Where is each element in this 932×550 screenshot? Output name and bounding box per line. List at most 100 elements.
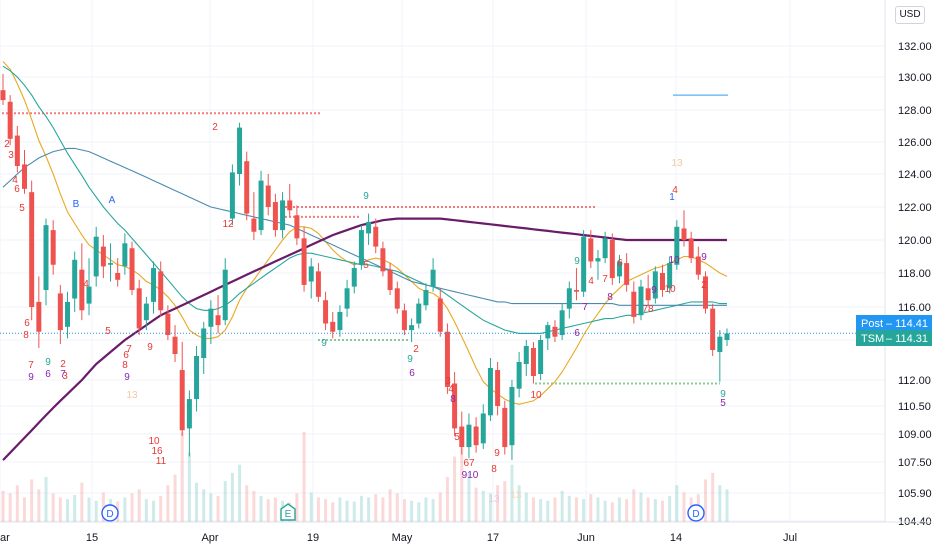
candle-body [394, 288, 400, 309]
candle-body [57, 293, 63, 331]
candle-body [72, 259, 78, 299]
candle [566, 281, 572, 319]
sequence-label: 3 [8, 150, 14, 161]
candle [366, 213, 372, 245]
volume-bar [531, 497, 535, 522]
sequence-label: 5 [19, 203, 25, 214]
date-tick-label: ar [0, 532, 10, 544]
volume-bar [725, 489, 729, 522]
date-tick-label: Jun [577, 532, 595, 544]
candle [100, 235, 106, 279]
candle-body [638, 286, 644, 316]
candle [409, 318, 415, 342]
sequence-label: 9 [494, 448, 500, 459]
volume-bar [1, 490, 5, 522]
candle-body [702, 276, 708, 309]
candle [516, 352, 522, 398]
volume-bar [703, 479, 707, 522]
candle-body [659, 273, 665, 290]
candle [7, 95, 13, 146]
sequence-label: 9 [28, 372, 34, 383]
candle-body [194, 356, 200, 400]
candle [659, 264, 665, 297]
volume-bar [488, 493, 492, 522]
price-tick-label: 112.00 [898, 375, 931, 387]
volume-bar [345, 500, 349, 522]
volume-bar [80, 482, 84, 522]
candle-body [516, 362, 522, 389]
sequence-label: 5 [105, 326, 111, 337]
sequence-label: 13 [126, 390, 138, 401]
candle [695, 246, 701, 280]
price-tick-label: 116.00 [898, 302, 931, 314]
candle-body [0, 90, 6, 101]
grid-lines [0, 0, 885, 522]
candle [179, 342, 185, 436]
sequence-label: 9 [651, 285, 657, 296]
volume-bar [23, 497, 27, 522]
volume-bar [711, 472, 715, 522]
volume-bar [130, 493, 134, 522]
candle-body [229, 172, 235, 219]
date-tick-label: Jul [783, 532, 797, 544]
candle-body [50, 230, 56, 265]
sequence-label: 9 [321, 338, 327, 349]
volume-bar [252, 490, 256, 522]
candle-body [688, 238, 694, 259]
volume-bar [44, 477, 48, 522]
volume-bar [173, 474, 177, 522]
volume-bar [58, 497, 62, 522]
sequence-label: 6 [24, 318, 30, 329]
candle [287, 183, 293, 217]
volume-bar [596, 497, 600, 522]
volume-bar [51, 493, 55, 522]
sequence-label: 10 [148, 436, 160, 447]
event-marker[interactable]: E [280, 503, 296, 521]
volume-bar [137, 489, 141, 522]
candle-body [65, 301, 71, 327]
sequence-label: 6 [14, 184, 20, 195]
volume-bar [524, 492, 528, 522]
candle-body [158, 271, 164, 311]
currency-label[interactable]: USD [895, 6, 925, 24]
earnings-marker-shape [280, 503, 296, 521]
candle [57, 284, 63, 344]
candle [487, 358, 493, 421]
dividend-marker-shape [101, 504, 119, 522]
event-marker[interactable]: D [101, 504, 119, 522]
event-marker-letter: D [106, 509, 113, 520]
candle-body [652, 271, 658, 299]
candle-body [724, 333, 730, 340]
candle [50, 220, 56, 275]
candle-body [459, 426, 465, 448]
candle [459, 411, 465, 455]
candle-body [43, 225, 49, 290]
sequence-label: 9 [407, 354, 413, 365]
volume-bar [610, 502, 614, 522]
sequence-label: 9 [701, 252, 707, 263]
candle-body [308, 266, 314, 282]
candle-body [437, 298, 443, 332]
candle-body [7, 101, 13, 139]
price-badge: Post – 114.41 [856, 315, 932, 331]
candle [308, 258, 314, 299]
candle [423, 283, 429, 311]
price-tick-label: 118.00 [898, 268, 931, 280]
candle [358, 225, 364, 270]
candle [538, 335, 544, 380]
candle [652, 266, 658, 304]
price-badge-value: – 114.41 [886, 318, 928, 330]
volume-bar [223, 481, 227, 522]
candle-body [681, 228, 687, 240]
volume-bar [352, 501, 356, 522]
price-badge-name: TSM [861, 333, 884, 345]
candle-body [79, 269, 85, 311]
candle [624, 253, 630, 292]
candle-body [409, 325, 415, 331]
price-axis: 132.00 130.00 128.00 126.00 124.00 122.00 120.… [856, 0, 932, 528]
event-marker[interactable]: D [687, 504, 705, 522]
volume-bar [381, 497, 385, 522]
candle-body [301, 238, 307, 285]
sequence-label: 2 [4, 139, 10, 150]
